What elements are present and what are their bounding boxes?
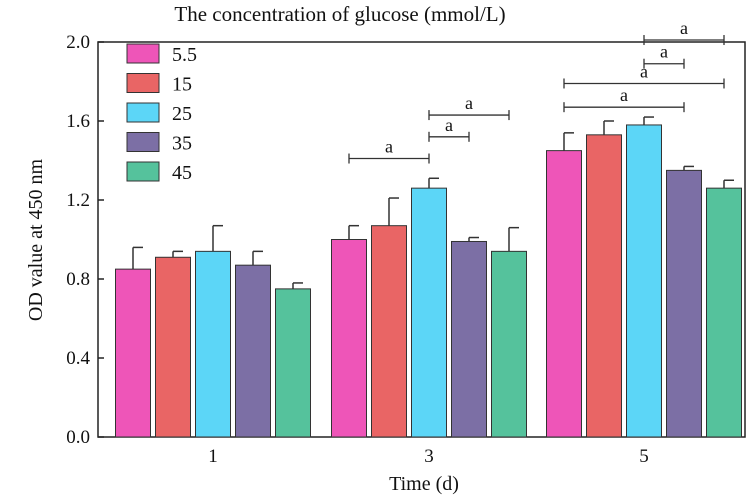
y-tick-label: 0.8 <box>66 269 90 290</box>
x-tick-label: 1 <box>208 446 218 467</box>
x-axis-label: Time (d) <box>389 473 459 495</box>
significance-label: a <box>385 137 393 157</box>
legend-label: 5.5 <box>172 44 197 66</box>
bar <box>586 134 622 438</box>
legend-label: 45 <box>172 162 192 184</box>
legend-swatch <box>126 132 160 152</box>
significance-label: a <box>640 61 648 81</box>
y-axis-label: OD value at 450 nm <box>25 158 47 321</box>
y-tick-label: 0.0 <box>66 427 90 448</box>
significance-label: a <box>445 115 453 135</box>
bar <box>331 239 367 438</box>
bar <box>195 250 231 438</box>
y-tick-label: 1.2 <box>66 190 90 211</box>
legend-label: 15 <box>172 74 192 96</box>
bar <box>115 268 151 438</box>
x-tick-label: 3 <box>424 446 434 467</box>
bar <box>706 187 742 438</box>
bar <box>155 256 191 438</box>
bar <box>371 225 407 438</box>
legend-swatch <box>126 73 160 93</box>
y-tick-label: 0.4 <box>66 348 90 369</box>
legend-label: 35 <box>172 133 192 155</box>
y-tick-label: 2.0 <box>66 32 90 53</box>
significance-label: a <box>680 18 688 38</box>
chart-title: The concentration of glucose (mmol/L) <box>174 2 505 26</box>
legend-swatch <box>126 102 160 123</box>
legend-swatch <box>126 161 160 182</box>
significance-label: a <box>620 85 628 105</box>
legend-label: 25 <box>172 103 192 125</box>
bar <box>491 250 527 438</box>
bar <box>626 124 662 438</box>
bar <box>451 240 487 438</box>
significance-label: a <box>465 93 473 113</box>
x-tick-label: 5 <box>639 446 649 467</box>
bar <box>666 169 702 438</box>
bar <box>275 288 311 438</box>
bar <box>546 150 582 438</box>
legend-swatch <box>126 43 160 64</box>
bar <box>411 187 447 438</box>
bar <box>235 264 271 438</box>
significance-label: a <box>660 42 668 62</box>
y-tick-label: 1.6 <box>66 111 90 132</box>
